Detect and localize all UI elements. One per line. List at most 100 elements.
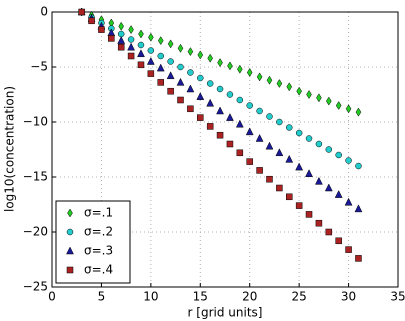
marker xyxy=(187,47,194,57)
marker xyxy=(325,146,333,153)
y-tick-label: −5 xyxy=(30,60,48,74)
marker xyxy=(157,36,164,46)
marker xyxy=(117,43,125,51)
x-axis-label: r [grid units] xyxy=(188,306,263,320)
marker xyxy=(315,219,323,227)
marker xyxy=(315,176,323,185)
marker xyxy=(88,17,95,25)
marker xyxy=(108,35,115,42)
marker xyxy=(246,102,253,109)
marker xyxy=(197,114,204,121)
marker xyxy=(326,96,332,106)
legend-label: σ=.2 xyxy=(84,225,113,239)
marker xyxy=(345,246,352,253)
marker xyxy=(146,56,155,65)
marker xyxy=(256,72,263,82)
marker xyxy=(137,61,145,69)
marker xyxy=(335,101,342,110)
marker xyxy=(334,190,343,198)
x-tick-label: 20 xyxy=(242,290,257,304)
legend-marker xyxy=(66,228,74,236)
marker xyxy=(324,183,333,192)
marker xyxy=(98,26,105,33)
marker xyxy=(197,50,204,60)
marker xyxy=(286,193,293,201)
marker xyxy=(306,90,312,99)
marker xyxy=(138,29,144,39)
marker xyxy=(237,64,243,74)
marker xyxy=(127,36,135,43)
x-tick-label: 10 xyxy=(143,290,158,304)
marker xyxy=(78,8,85,16)
legend-marker xyxy=(66,266,74,274)
plot-frame xyxy=(51,11,399,288)
x-tick-label: 30 xyxy=(341,290,356,304)
marker xyxy=(295,202,303,209)
x-tick-label: 25 xyxy=(292,290,307,304)
marker xyxy=(235,119,244,128)
marker xyxy=(276,79,283,88)
marker xyxy=(187,69,194,76)
marker xyxy=(295,129,303,137)
marker xyxy=(344,197,353,206)
marker xyxy=(345,104,352,114)
y-tick-label: −20 xyxy=(23,225,48,239)
marker xyxy=(335,237,342,245)
marker xyxy=(354,204,363,213)
marker xyxy=(226,91,234,98)
marker xyxy=(227,61,233,71)
marker xyxy=(127,42,135,51)
marker xyxy=(355,162,362,170)
marker xyxy=(255,133,264,142)
legend-label: σ=.4 xyxy=(84,263,113,277)
marker xyxy=(147,47,155,54)
x-tick-label: 35 xyxy=(390,290,405,304)
marker xyxy=(315,140,323,148)
marker xyxy=(256,107,263,115)
marker xyxy=(157,79,164,86)
marker xyxy=(217,58,223,68)
x-tick-label: 15 xyxy=(193,290,208,304)
marker xyxy=(295,162,304,171)
marker xyxy=(207,53,213,63)
marker xyxy=(236,96,244,104)
marker xyxy=(286,82,293,92)
marker xyxy=(286,124,293,131)
y-axis-label: log10(concentration) xyxy=(3,86,17,212)
marker xyxy=(316,93,322,103)
legend-marker xyxy=(67,208,73,218)
marker xyxy=(117,36,126,44)
marker xyxy=(197,74,204,82)
legend-label: σ=.3 xyxy=(84,244,113,258)
marker xyxy=(265,141,274,150)
marker xyxy=(226,113,234,121)
marker xyxy=(246,68,253,77)
marker xyxy=(216,106,224,115)
marker xyxy=(147,70,155,77)
marker xyxy=(266,175,273,183)
marker xyxy=(305,135,313,142)
marker xyxy=(137,49,145,58)
marker xyxy=(236,149,244,157)
marker xyxy=(157,52,164,60)
marker xyxy=(206,80,214,87)
marker xyxy=(176,77,185,86)
marker xyxy=(187,105,194,113)
marker xyxy=(296,86,302,96)
marker xyxy=(276,184,283,192)
marker xyxy=(127,52,135,60)
marker xyxy=(128,25,134,35)
y-tick-label: −10 xyxy=(23,115,48,129)
marker xyxy=(118,21,124,31)
marker xyxy=(355,107,362,117)
marker xyxy=(345,157,352,164)
marker xyxy=(167,58,174,65)
marker xyxy=(305,169,313,177)
marker xyxy=(256,167,263,174)
legend-label: σ=.1 xyxy=(84,206,113,220)
x-tick-label: 0 xyxy=(48,290,56,304)
marker xyxy=(177,63,184,71)
marker xyxy=(167,87,174,95)
marker xyxy=(355,255,362,262)
